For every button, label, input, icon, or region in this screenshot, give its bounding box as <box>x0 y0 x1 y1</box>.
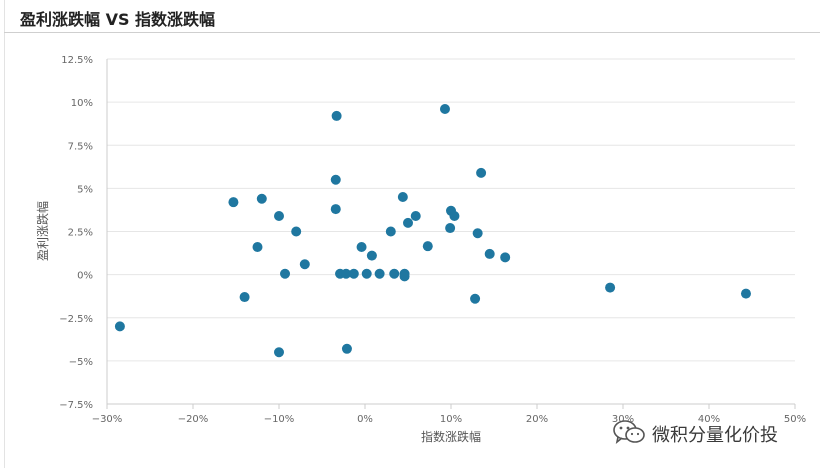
y-tick-labels: 12.5% 10% 7.5% 5% 2.5% 0% −2.5% −5% −7.5% <box>59 55 93 411</box>
wechat-icon <box>612 419 646 450</box>
scatter-point[interactable] <box>114 321 125 332</box>
x-tick-label: 20% <box>526 414 548 425</box>
scatter-point[interactable] <box>366 250 377 261</box>
scatter-point[interactable] <box>299 259 310 270</box>
scatter-point[interactable] <box>449 210 460 221</box>
y-tick-label: 12.5% <box>61 55 93 66</box>
y-tick-label: −2.5% <box>59 314 93 325</box>
scatter-point[interactable] <box>330 204 341 215</box>
scatter-point[interactable] <box>472 228 483 239</box>
scatter-point[interactable] <box>389 268 400 279</box>
chart-header: 盈利涨跌幅 VS 指数涨跌幅 <box>4 0 820 33</box>
scatter-point[interactable] <box>445 223 456 234</box>
y-axis-label: 盈利涨跌幅 <box>35 201 50 261</box>
scatter-point[interactable] <box>470 293 481 304</box>
chart-title: 盈利涨跌幅 VS 指数涨跌幅 <box>20 10 216 29</box>
scatter-point[interactable] <box>374 268 385 279</box>
scatter-point[interactable] <box>484 248 495 259</box>
scatter-point[interactable] <box>341 343 352 354</box>
y-tick-label: 2.5% <box>68 228 93 239</box>
x-tick-label: −20% <box>178 414 209 425</box>
y-tick-label: −7.5% <box>59 400 93 411</box>
scatter-point[interactable] <box>274 347 284 358</box>
x-tick-label: −10% <box>264 414 295 425</box>
x-tick-label: 0% <box>357 414 373 425</box>
scatter-point[interactable] <box>239 292 250 303</box>
y-tick-label: 0% <box>77 271 93 282</box>
scatter-point[interactable] <box>410 210 421 221</box>
scatter-point[interactable] <box>341 268 352 279</box>
scatter-point[interactable] <box>422 241 433 252</box>
x-tick-label: 30% <box>612 414 634 425</box>
data-points <box>114 104 751 358</box>
watermark: 微积分量化价投 <box>612 419 778 450</box>
y-tick-label: 7.5% <box>68 141 93 152</box>
scatter-point[interactable] <box>740 288 751 299</box>
x-axis-label: 指数涨跌幅 <box>421 429 481 444</box>
x-tick-label: 10% <box>440 414 462 425</box>
y-tick-label: 5% <box>77 184 93 195</box>
scatter-point[interactable] <box>348 268 359 279</box>
scatter-point[interactable] <box>228 197 239 208</box>
y-tick-label: 10% <box>71 98 93 109</box>
scatter-point[interactable] <box>280 268 291 279</box>
scatter-point[interactable] <box>252 242 263 253</box>
x-tick-label: −30% <box>92 414 123 425</box>
scatter-point[interactable] <box>256 193 267 204</box>
scatter-point[interactable] <box>403 217 413 228</box>
scatter-point[interactable] <box>356 242 367 253</box>
axes <box>106 59 796 409</box>
scatter-point[interactable] <box>361 268 372 279</box>
scatter-point[interactable] <box>385 226 396 237</box>
chart-panel <box>4 0 820 468</box>
scatter-point[interactable] <box>605 282 616 293</box>
scatter-point[interactable] <box>331 110 342 121</box>
scatter-point[interactable] <box>439 104 450 115</box>
y-tick-label: −5% <box>69 357 93 368</box>
scatter-point[interactable] <box>291 226 302 237</box>
x-tick-label: 40% <box>698 414 720 425</box>
scatter-point[interactable] <box>274 210 284 221</box>
x-tick-labels: −30% −20% −10% 0% 10% 20% 30% 40% 50% <box>92 414 806 425</box>
watermark-text: 微积分量化价投 <box>652 425 778 446</box>
scatter-point[interactable] <box>399 271 410 282</box>
scatter-point[interactable] <box>500 252 511 263</box>
scatter-point[interactable] <box>476 167 487 178</box>
x-tick-label: 50% <box>784 414 806 425</box>
scatter-point[interactable] <box>330 174 341 185</box>
scatter-point[interactable] <box>397 192 408 202</box>
